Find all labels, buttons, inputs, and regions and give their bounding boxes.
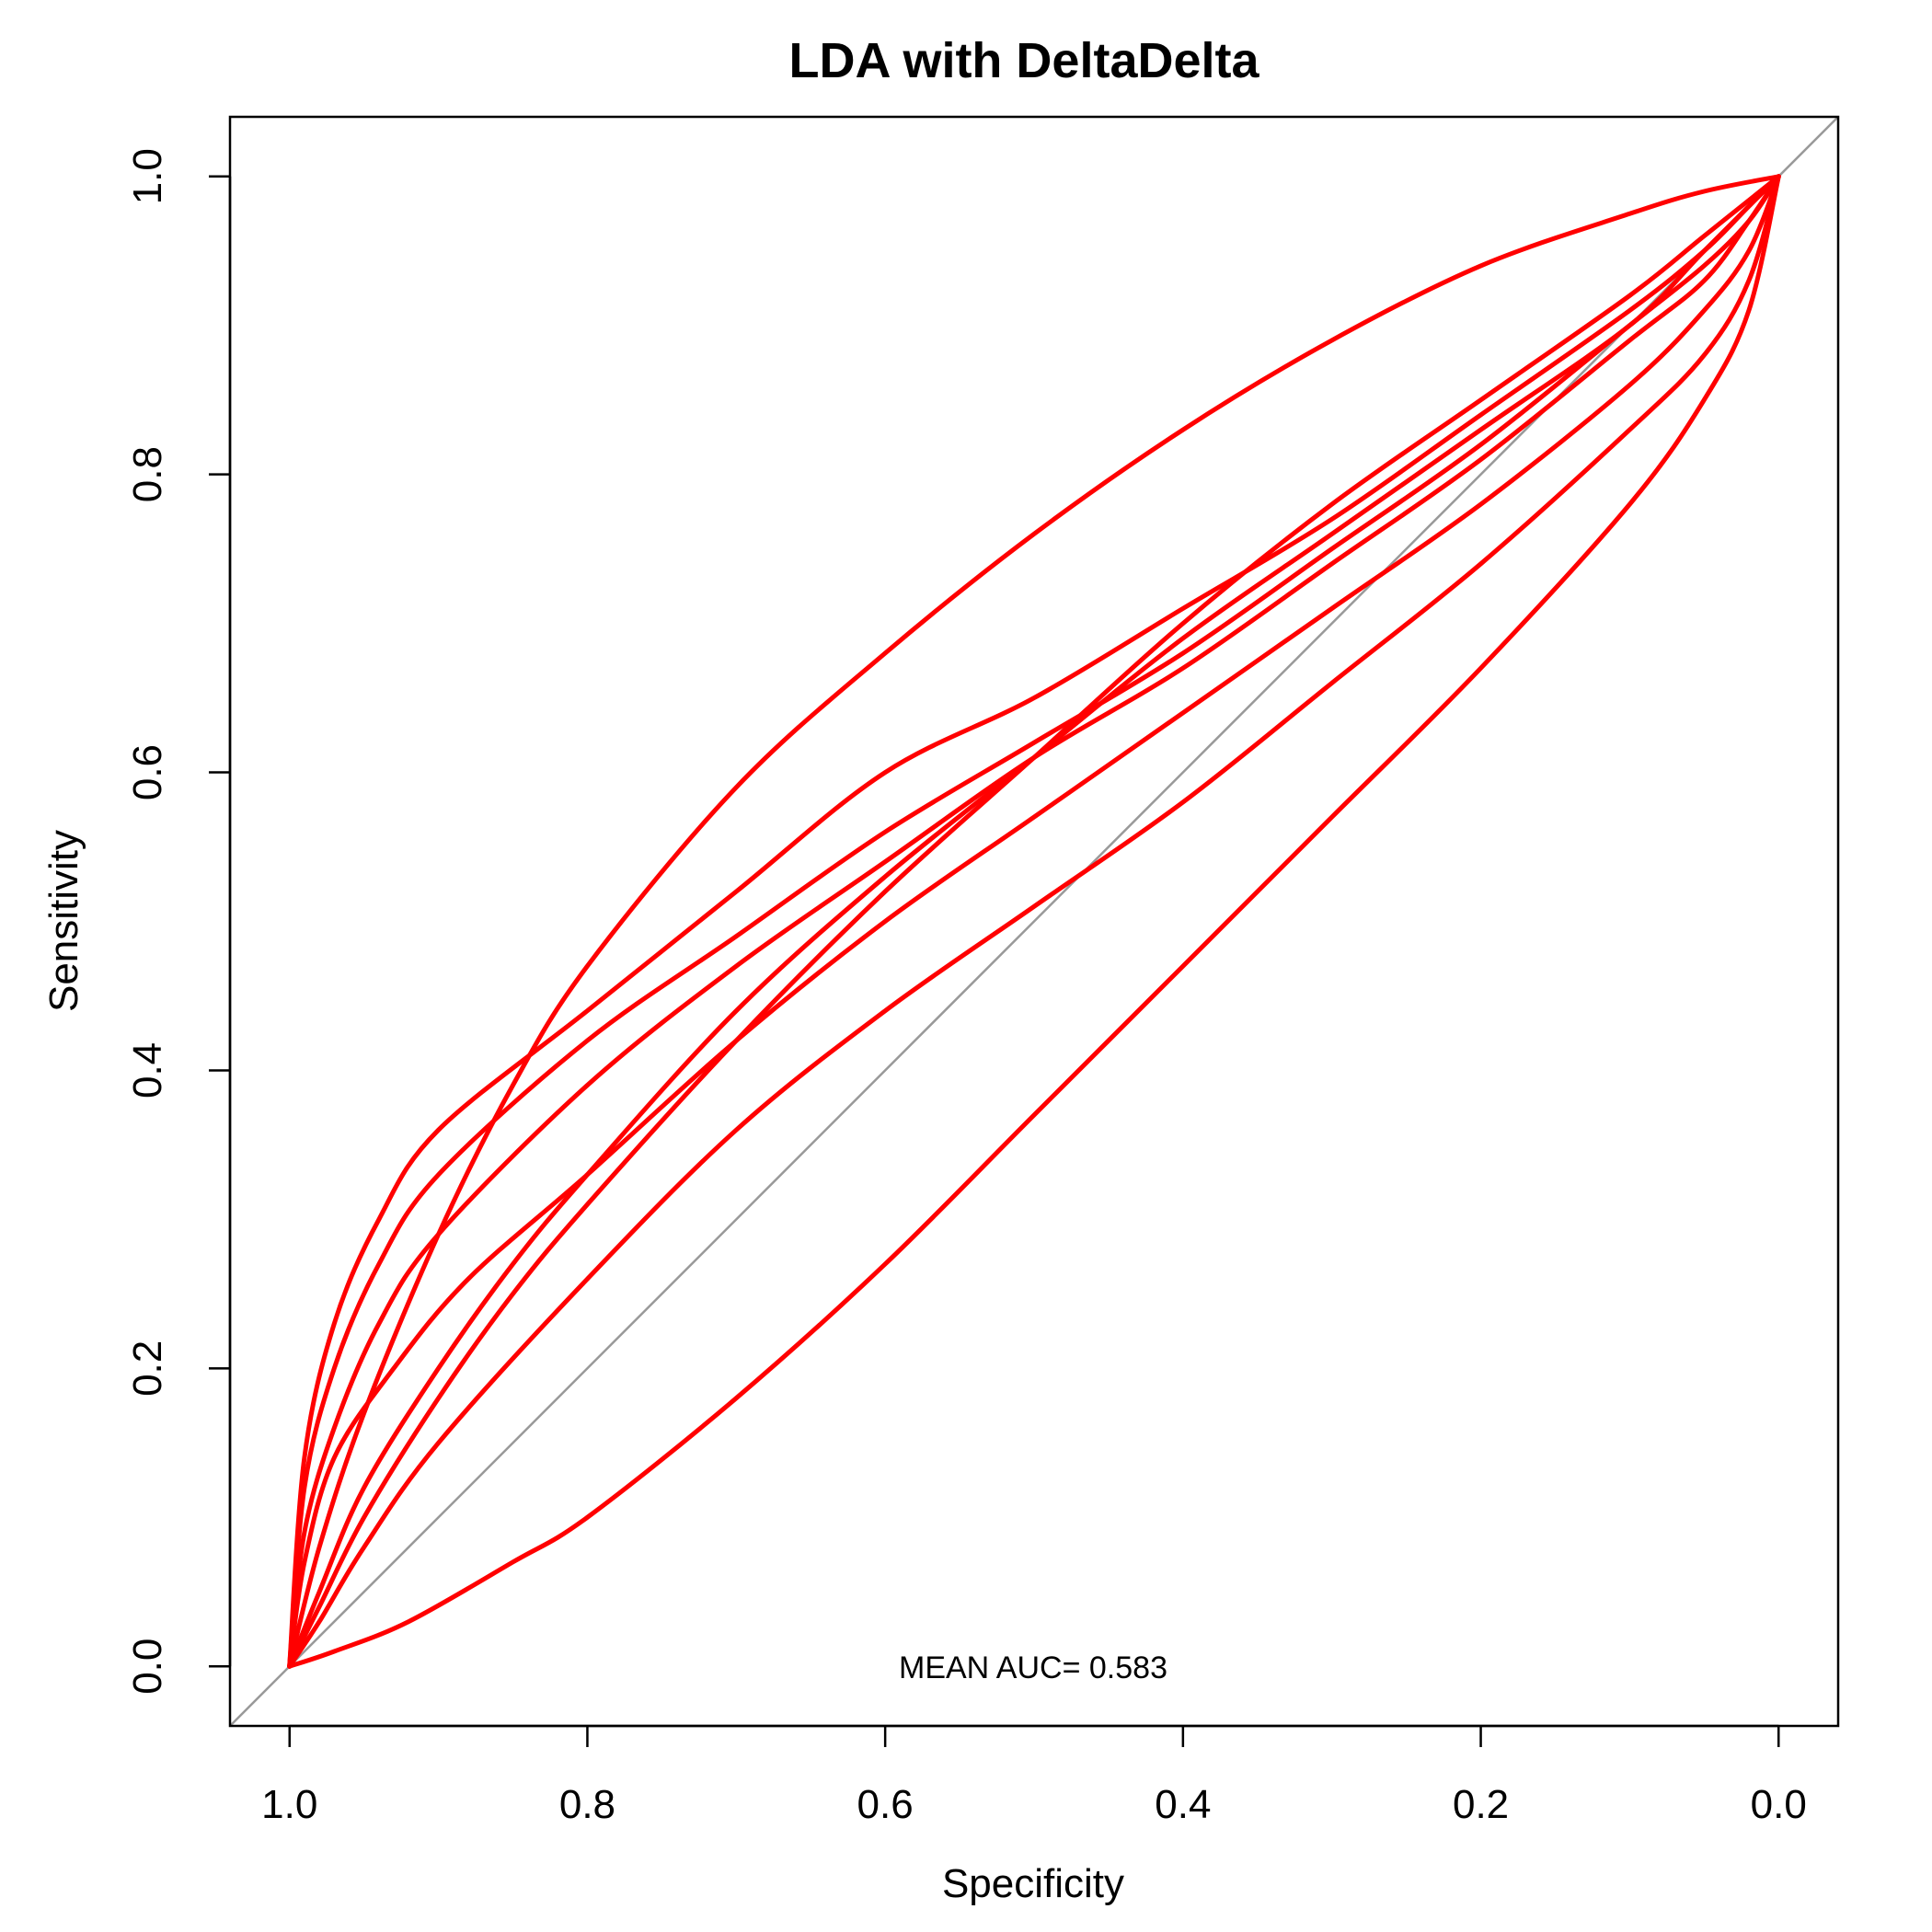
plot-area — [230, 117, 1838, 1726]
x-tick-label: 0.6 — [857, 1782, 914, 1827]
y-tick-label: 0.2 — [125, 1340, 170, 1397]
x-tick-label: 1.0 — [261, 1782, 317, 1827]
mean-auc-annotation: MEAN AUC= 0.583 — [899, 1650, 1167, 1685]
y-axis: 0.0 0.2 0.4 0.6 0.8 1.0 — [125, 148, 232, 1695]
chart-title: LDA with DeltaDelta — [788, 33, 1259, 88]
roc-curve-9 — [287, 174, 1781, 1669]
x-axis-label: Specificity — [942, 1861, 1124, 1906]
roc-curve-7 — [287, 174, 1781, 1669]
y-tick-label: 0.6 — [125, 744, 170, 800]
roc-curve-1 — [287, 174, 1781, 1669]
roc-curve-8 — [287, 174, 1781, 1669]
y-tick-label: 1.0 — [125, 148, 170, 204]
roc-curve-4 — [287, 174, 1781, 1669]
x-axis: 1.0 0.8 0.6 0.4 0.2 0.0 — [261, 1724, 1807, 1827]
x-tick-label: 0.0 — [1751, 1782, 1807, 1827]
roc-curve-6 — [287, 174, 1781, 1669]
y-tick-label: 0.0 — [125, 1639, 170, 1695]
y-axis-label: Sensitivity — [41, 830, 86, 1012]
x-tick-label: 0.2 — [1453, 1782, 1509, 1827]
x-tick-label: 0.8 — [559, 1782, 615, 1827]
x-tick-label: 0.4 — [1155, 1782, 1211, 1827]
roc-curve-5 — [287, 174, 1781, 1669]
reference-diagonal — [230, 117, 1838, 1726]
roc-curve-2 — [287, 174, 1781, 1669]
y-tick-label: 0.8 — [125, 446, 170, 502]
y-tick-label: 0.4 — [125, 1042, 170, 1098]
